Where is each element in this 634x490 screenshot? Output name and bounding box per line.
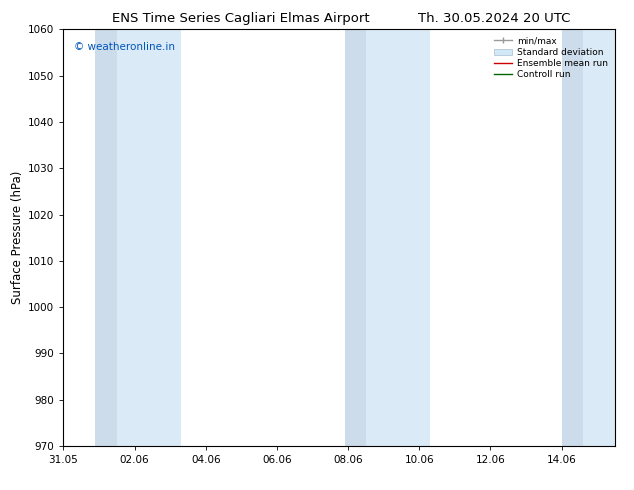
Text: ENS Time Series Cagliari Elmas Airport: ENS Time Series Cagliari Elmas Airport [112,12,370,25]
Bar [366,29,430,446]
Bar [344,29,366,446]
Bar [96,29,117,446]
Bar [117,29,181,446]
Bar [583,29,615,446]
Text: Th. 30.05.2024 20 UTC: Th. 30.05.2024 20 UTC [418,12,571,25]
Bar [562,29,583,446]
Y-axis label: Surface Pressure (hPa): Surface Pressure (hPa) [11,171,24,304]
Text: © weatheronline.in: © weatheronline.in [74,42,176,52]
Legend: min/max, Standard deviation, Ensemble mean run, Controll run: min/max, Standard deviation, Ensemble me… [491,34,611,82]
